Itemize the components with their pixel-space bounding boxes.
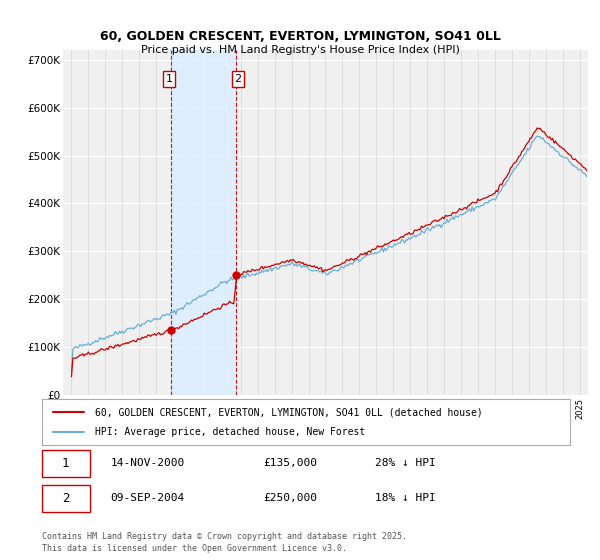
Text: 1: 1 (166, 74, 173, 84)
Text: 2: 2 (235, 74, 242, 84)
Text: 60, GOLDEN CRESCENT, EVERTON, LYMINGTON, SO41 0LL (detached house): 60, GOLDEN CRESCENT, EVERTON, LYMINGTON,… (95, 407, 482, 417)
Text: Contains HM Land Registry data © Crown copyright and database right 2025.
This d: Contains HM Land Registry data © Crown c… (42, 533, 407, 553)
Text: 14-NOV-2000: 14-NOV-2000 (110, 459, 185, 468)
FancyBboxPatch shape (42, 485, 89, 512)
Text: 09-SEP-2004: 09-SEP-2004 (110, 493, 185, 503)
Text: 60, GOLDEN CRESCENT, EVERTON, LYMINGTON, SO41 0LL: 60, GOLDEN CRESCENT, EVERTON, LYMINGTON,… (100, 30, 500, 43)
Text: 2: 2 (62, 492, 70, 505)
Text: 18% ↓ HPI: 18% ↓ HPI (374, 493, 436, 503)
Text: £250,000: £250,000 (264, 493, 318, 503)
Text: £135,000: £135,000 (264, 459, 318, 468)
Text: HPI: Average price, detached house, New Forest: HPI: Average price, detached house, New … (95, 427, 365, 437)
Bar (171, 50, 236, 395)
Text: 1: 1 (62, 457, 70, 470)
FancyBboxPatch shape (42, 450, 89, 477)
Text: Price paid vs. HM Land Registry's House Price Index (HPI): Price paid vs. HM Land Registry's House … (140, 45, 460, 55)
Text: 28% ↓ HPI: 28% ↓ HPI (374, 459, 436, 468)
